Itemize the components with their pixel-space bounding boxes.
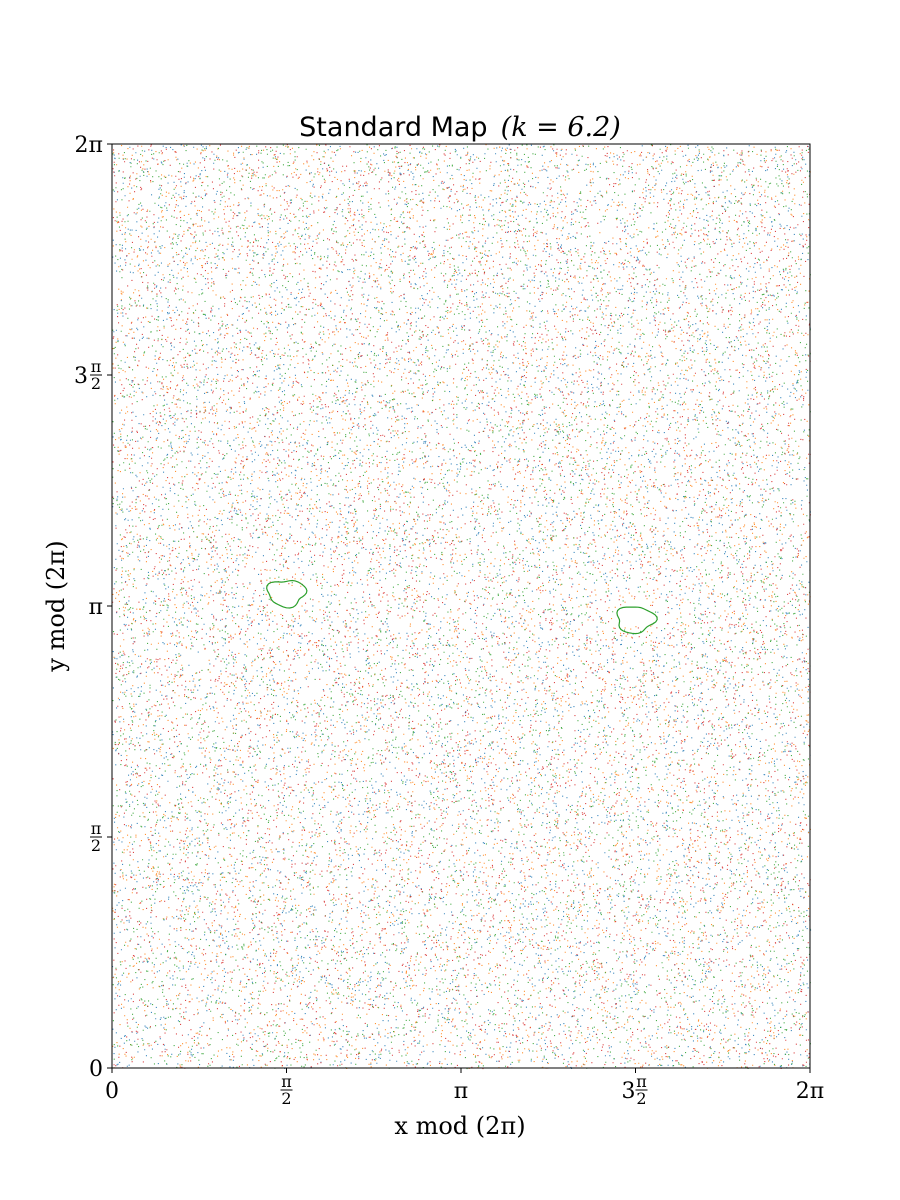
y-tick-label-4: 2π	[75, 133, 103, 158]
x-tick-label-1: π2	[280, 1072, 293, 1108]
y-tick-label-2: π	[89, 595, 103, 620]
scatter-points	[112, 144, 812, 1070]
chart-title-text: Standard Map	[299, 112, 487, 143]
x-tick-label-3-coef: 3	[622, 1079, 636, 1104]
x-tick-label-1-numerator: π	[281, 1072, 292, 1091]
y-tick-label-1-denominator: 2	[91, 836, 101, 855]
y-tick-label-0: 0	[89, 1057, 103, 1082]
x-tick-label-3: 3 π2	[622, 1072, 648, 1108]
x-tick-label-3-numerator: π	[636, 1072, 647, 1091]
chart-title-math: (k = 6.2)	[501, 112, 621, 143]
y-tick-label-3: 3 π2	[74, 357, 102, 393]
x-tick-label-3-denominator: 2	[636, 1089, 646, 1108]
regular-islands	[266, 579, 658, 635]
x-tick-label-2: π	[454, 1079, 468, 1104]
island-orbit-0	[266, 579, 308, 609]
y-tick-label-1-numerator: π	[91, 819, 102, 838]
y-tick-label-1: π2	[90, 819, 102, 855]
y-axis-label: y mod (2π)	[42, 540, 70, 672]
x-tick-label-1-denominator: 2	[281, 1089, 291, 1108]
scatter-series-0	[112, 144, 812, 1069]
y-tick-label-3-denominator: 2	[91, 374, 101, 393]
x-axis-label: x mod (2π)	[394, 1112, 525, 1140]
island-orbit-1	[616, 606, 658, 635]
x-tick-label-4: 2π	[796, 1079, 824, 1104]
y-tick-label-3-numerator: π	[91, 357, 102, 376]
y-tick-label-3-coef: 3	[74, 364, 88, 389]
plot-frame	[111, 143, 811, 1069]
chart-title: Standard Map (k = 6.2)	[299, 112, 621, 143]
x-tick-label-0: 0	[105, 1079, 119, 1104]
scatter-series-2	[112, 144, 811, 1070]
